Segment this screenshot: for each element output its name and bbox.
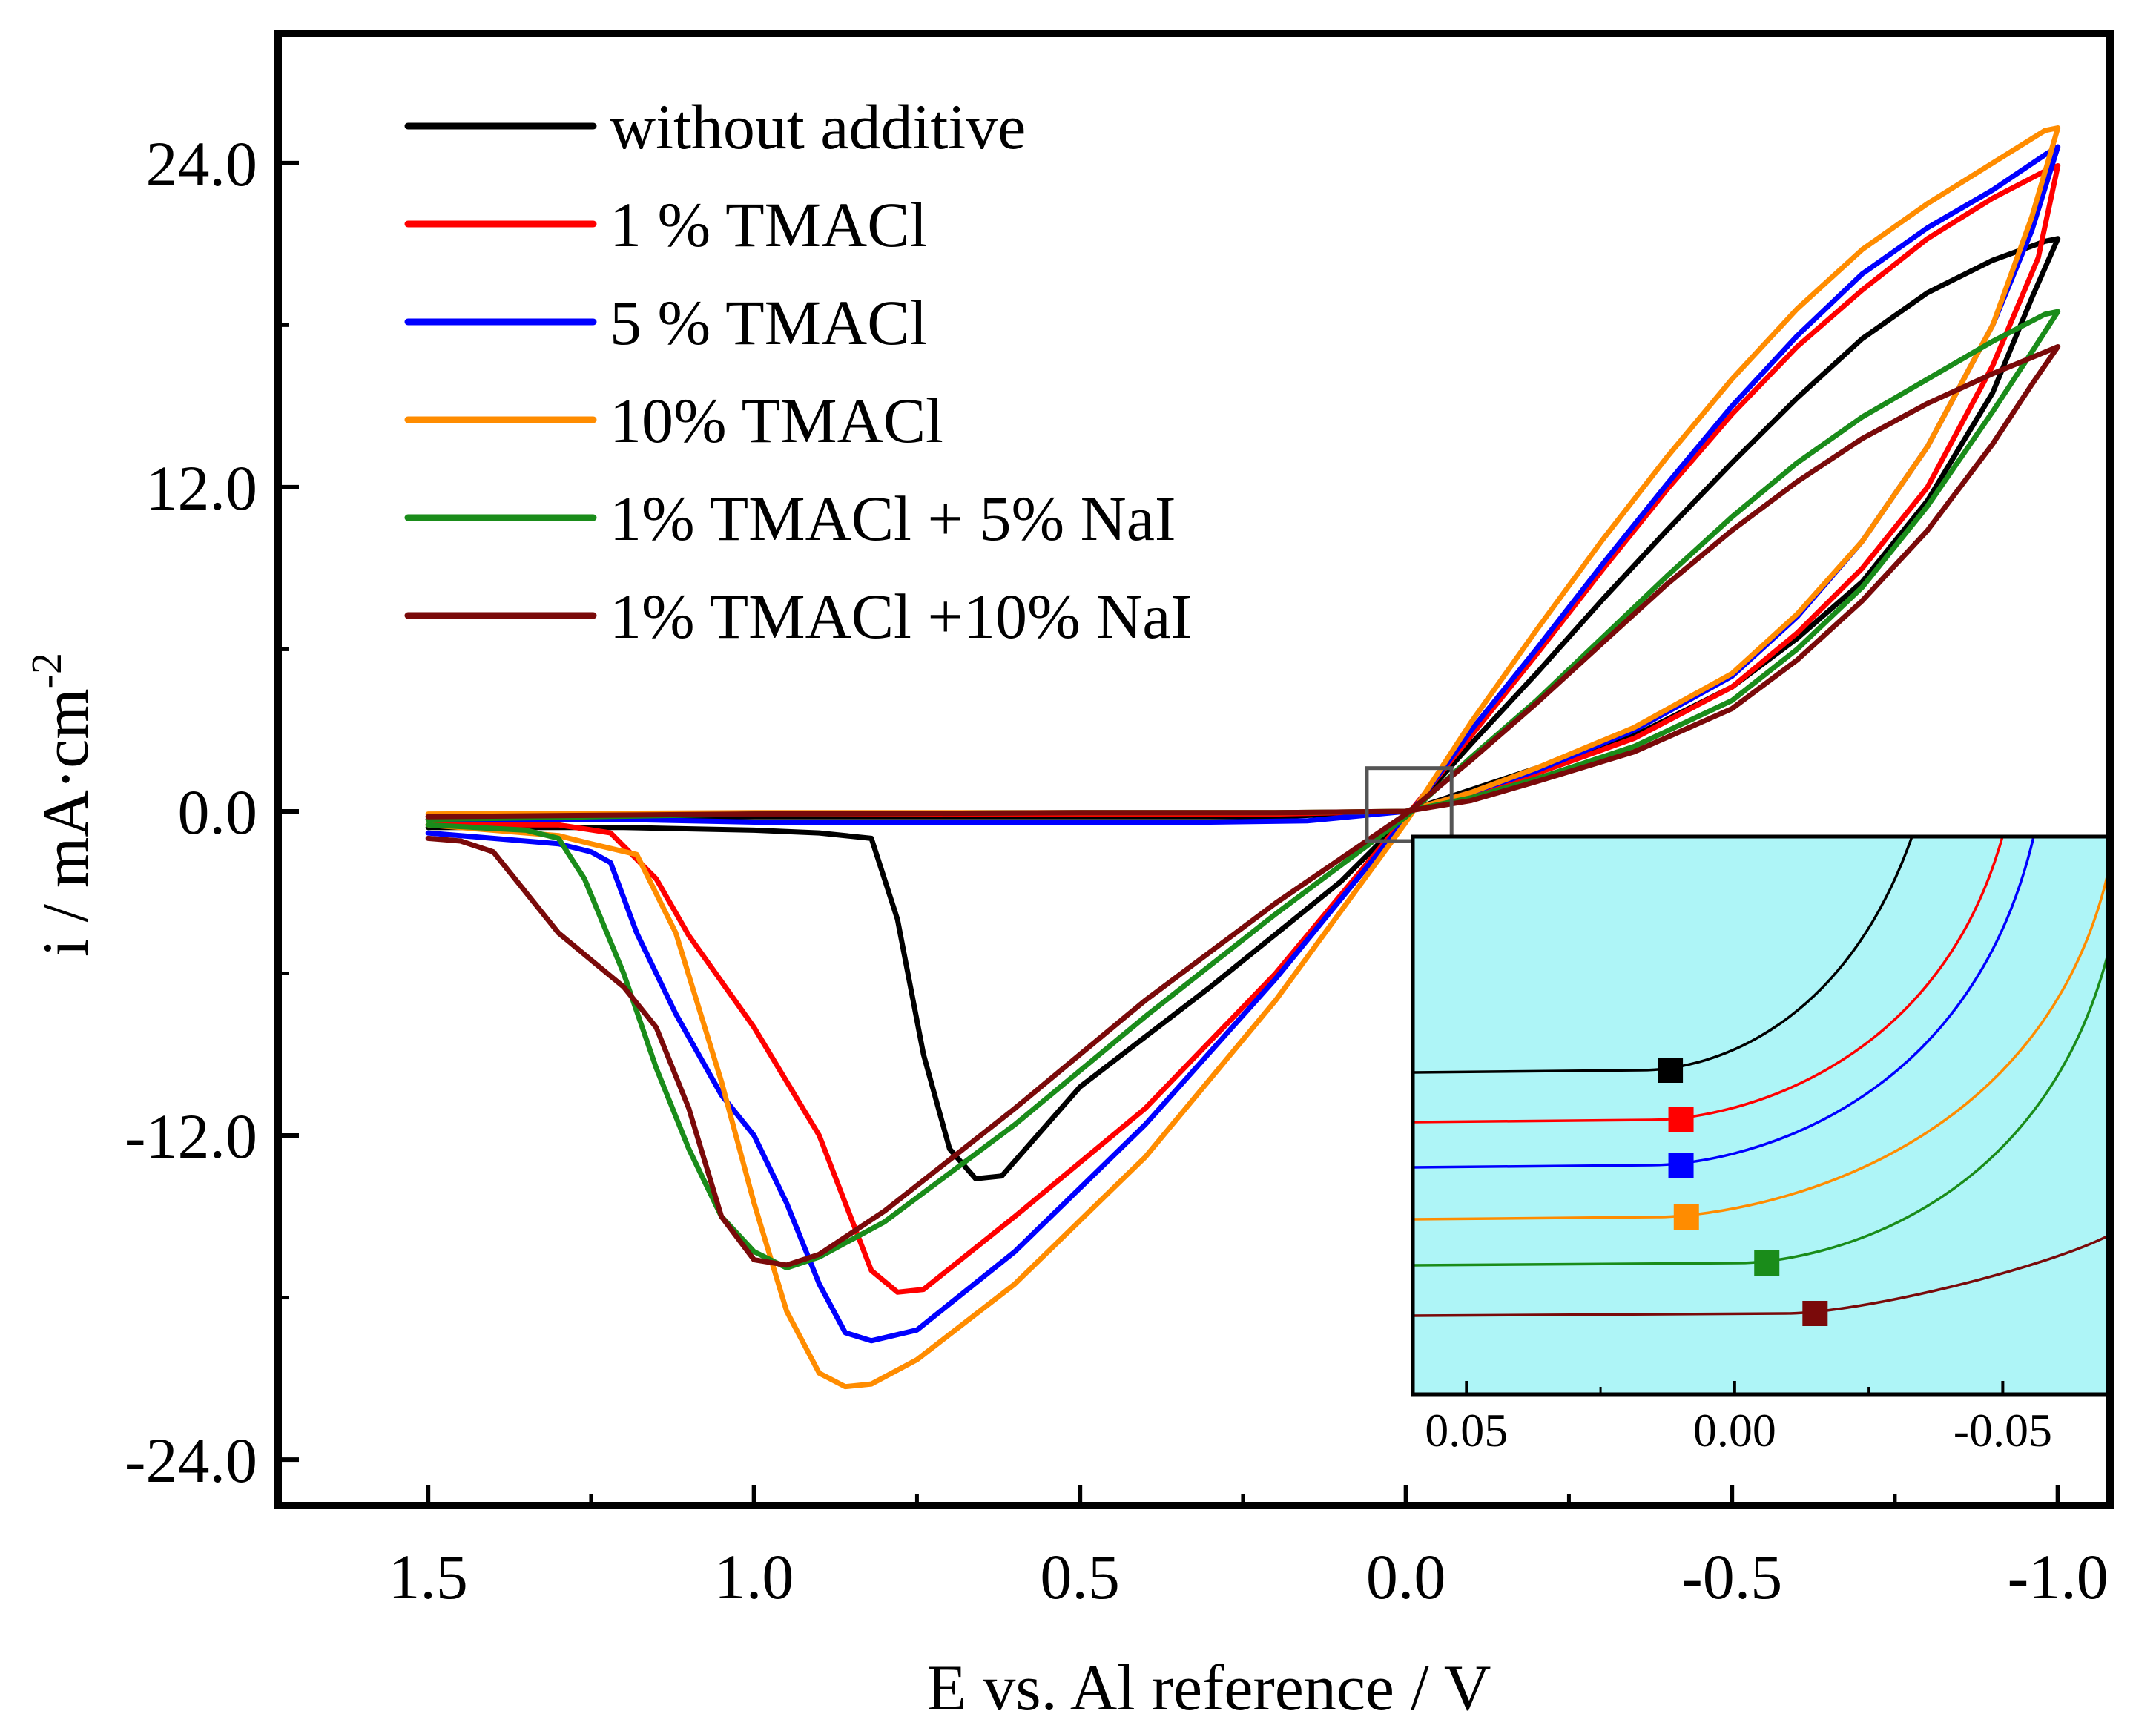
y-tick-label: 12.0 [146,452,258,524]
x-tick-label: 1.5 [388,1541,468,1612]
inset-x-tick-label: 0.00 [1693,1404,1776,1457]
legend-label: 10% TMACl [610,385,943,456]
onset-marker [1658,1058,1684,1083]
series-group [425,125,2061,1390]
x-tick-label: -0.5 [1681,1541,1782,1612]
series-line-1 [425,163,2061,1295]
onset-marker [1754,1250,1780,1276]
series-line-4 [425,309,2061,1270]
x-tick-label: 0.5 [1040,1541,1120,1612]
legend-label: 1% TMACl + 5% NaI [610,483,1176,554]
inset: 0.05 0.00 -0.05 [1411,834,2112,1457]
y-axis-label: i / mA·cm-2 [22,653,102,957]
onset-marker [1802,1301,1828,1326]
y-tick-label: -12.0 [125,1101,257,1172]
y-tick-label: 0.0 [178,777,258,848]
inset-x-tick-label: -0.05 [1954,1404,2052,1457]
x-tick-label: 0.0 [1366,1541,1446,1612]
y-tick-label: 24.0 [146,128,258,200]
series-line-5 [425,344,2061,1268]
inset-background [1413,837,2110,1394]
y-axis-label-sup: -2 [22,653,70,688]
x-tick-label: -1.0 [2008,1541,2109,1612]
x-tick-label: 1.0 [714,1541,794,1612]
inset-x-tick-label: 0.05 [1425,1404,1508,1457]
legend: without additive 1 % TMACl 5 % TMACl 10% TM… [404,91,1192,652]
x-axis-label: E vs. Al reference / V [927,1652,1491,1724]
y-axis-label-text: i / mA·cm [30,688,102,957]
legend-label: without additive [610,91,1026,162]
onset-marker [1668,1107,1694,1132]
series-line-3 [425,125,2061,1390]
axes-ticks: 1.5 1.0 0.5 0.0 -0.5 -1.0 24.0 12.0 0.0 -12.0 -24.… [125,128,2109,1612]
onset-marker [1668,1153,1694,1178]
y-tick-label: -24.0 [125,1425,257,1496]
legend-label: 1 % TMACl [610,189,927,260]
legend-label: 1% TMACl +10% NaI [610,581,1192,652]
plot-frame [274,30,2114,1509]
onset-marker [1673,1204,1699,1230]
zoom-box [1365,766,1454,843]
legend-label: 5 % TMACl [610,287,927,358]
